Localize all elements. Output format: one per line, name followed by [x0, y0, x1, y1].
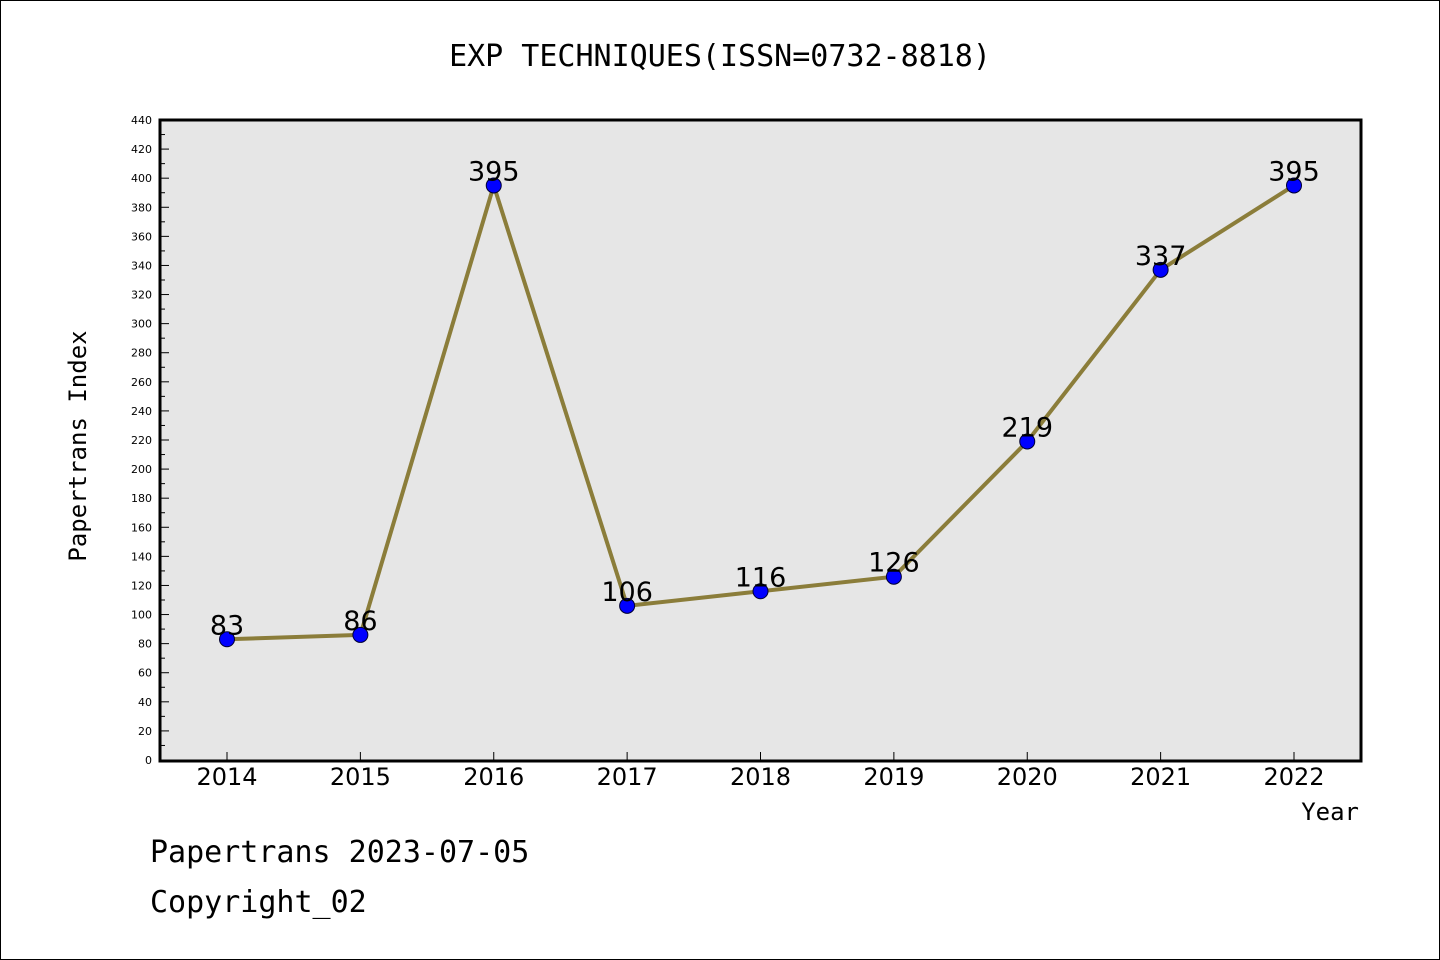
y-tick-label: 140 — [131, 550, 152, 563]
footer-date: Papertrans 2023-07-05 — [150, 835, 530, 870]
y-tick-label: 100 — [131, 609, 152, 622]
chart-title: EXP TECHNIQUES(ISSN=0732-8818) — [449, 39, 991, 74]
x-tick-label: 2014 — [196, 763, 257, 791]
y-tick-label: 300 — [131, 318, 152, 331]
footer-copyright: Copyright_02 — [150, 885, 367, 920]
x-tick-label: 2017 — [597, 763, 658, 791]
data-point — [752, 583, 769, 600]
data-label-group: 83 86 395 106 116 126 219 337 395 — [210, 156, 1320, 641]
y-tick-label: 420 — [131, 143, 152, 156]
data-label: 395 — [1268, 156, 1320, 187]
y-tick-label: 400 — [131, 172, 152, 185]
x-tick-label: 2021 — [1130, 763, 1191, 791]
data-point — [1019, 433, 1036, 450]
data-point — [352, 626, 369, 643]
series-line-group — [219, 177, 1302, 648]
y-tick-label: 440 — [131, 114, 152, 127]
y-tick-label: 260 — [131, 376, 152, 389]
data-point — [485, 177, 502, 194]
y-tick-label: 80 — [138, 638, 152, 651]
x-axis-label: Year — [1301, 798, 1359, 826]
y-tick-label: 40 — [138, 696, 152, 709]
y-tick-label: 240 — [131, 405, 152, 418]
data-label: 126 — [868, 548, 920, 579]
y-tick-label: 360 — [131, 230, 152, 243]
y-tick-label: 120 — [131, 579, 152, 592]
y-tick-label: 380 — [131, 201, 152, 214]
x-tick-label: 2019 — [863, 763, 924, 791]
y-tick-label: 340 — [131, 259, 152, 272]
y-tick-label: 280 — [131, 347, 152, 360]
y-tick-label: 20 — [138, 725, 152, 738]
x-tick-label: 2020 — [997, 763, 1058, 791]
x-tick-label: 2022 — [1263, 763, 1324, 791]
data-point — [1152, 261, 1169, 278]
y-tick-label: 60 — [138, 667, 152, 680]
y-tick-label: 180 — [131, 492, 152, 505]
y-tick-label: 320 — [131, 289, 152, 302]
x-tick-label: 2016 — [463, 763, 524, 791]
data-label: 395 — [468, 156, 520, 187]
data-point — [219, 631, 235, 648]
x-tick-label: 2015 — [330, 763, 391, 791]
y-axis: 0 20 40 60 80 100 120 140 160 180 200 220 240 260 280 3… — [131, 114, 169, 767]
data-label: 116 — [735, 562, 787, 593]
x-tick-label: 2018 — [730, 763, 791, 791]
data-point — [885, 568, 902, 585]
y-tick-label: 0 — [145, 754, 152, 767]
data-label: 106 — [601, 577, 653, 608]
y-tick-label: 160 — [131, 521, 152, 534]
x-axis: 2014 2015 2016 2017 2018 2019 2020 2021 2022 — [196, 752, 1325, 791]
y-axis-label: Papertrans Index — [64, 330, 92, 561]
data-point — [619, 597, 636, 614]
data-label: 83 — [210, 610, 244, 641]
y-tick-label: 200 — [131, 463, 152, 476]
y-tick-label: 220 — [131, 434, 152, 447]
data-point — [1286, 177, 1302, 194]
data-label: 86 — [343, 606, 377, 637]
data-label: 219 — [1001, 412, 1053, 443]
plot-area — [158, 118, 1363, 763]
data-label: 337 — [1135, 241, 1187, 272]
